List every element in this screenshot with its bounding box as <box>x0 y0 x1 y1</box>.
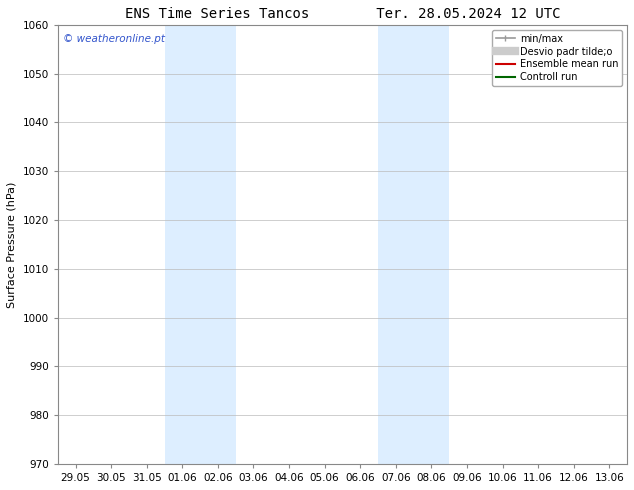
Legend: min/max, Desvio padr tilde;o, Ensemble mean run, Controll run: min/max, Desvio padr tilde;o, Ensemble m… <box>491 30 622 86</box>
Bar <box>378 25 449 464</box>
Text: © weatheronline.pt: © weatheronline.pt <box>63 34 165 44</box>
Bar <box>164 25 236 464</box>
Title: ENS Time Series Tancos        Ter. 28.05.2024 12 UTC: ENS Time Series Tancos Ter. 28.05.2024 1… <box>125 7 560 21</box>
Y-axis label: Surface Pressure (hPa): Surface Pressure (hPa) <box>7 181 17 308</box>
